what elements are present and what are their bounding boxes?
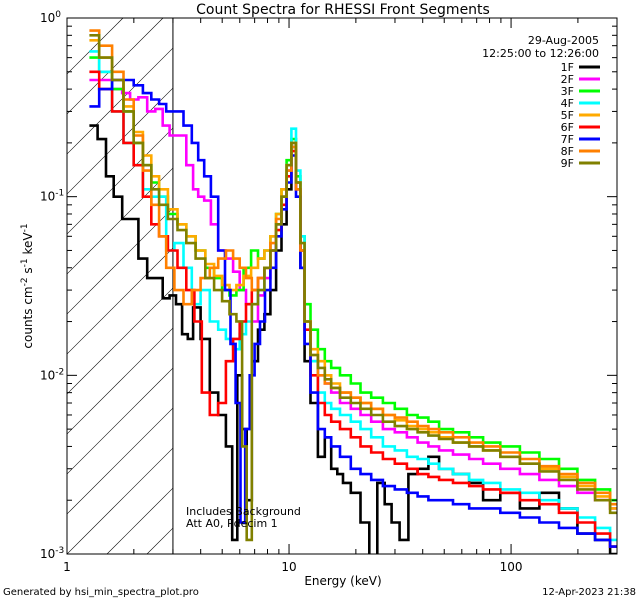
- annotation-attenuator: Att A0, Pdecim 1: [186, 517, 278, 530]
- hatch-line: [67, 87, 173, 195]
- plot-frame: [66, 17, 618, 555]
- hatch-line: [347, 18, 640, 554]
- x-tick-label: 100: [500, 560, 523, 574]
- legend-label-5F: 5F: [561, 109, 574, 122]
- hatch-line: [67, 247, 173, 355]
- ylabel-exp-1: -2: [20, 277, 30, 286]
- legend-label-8F: 8F: [561, 145, 574, 158]
- hatch-line: [587, 18, 640, 554]
- legend-label-9F: 9F: [561, 157, 574, 170]
- legend-label-2F: 2F: [561, 73, 574, 86]
- legend-time-range: 12:25:00 to 12:26:00: [482, 47, 599, 60]
- ylabel-mid: s: [21, 267, 35, 277]
- hatch-line: [67, 47, 173, 155]
- legend-label-3F: 3F: [561, 85, 574, 98]
- x-tick-label: 1: [63, 560, 71, 574]
- footer-generator: Generated by hsi_min_spectra_plot.pro: [3, 587, 199, 598]
- x-tick-label: 10: [281, 560, 296, 574]
- legend-label-1F: 1F: [561, 61, 574, 74]
- y-axis-label: counts cm-2 s-1 keV-1: [20, 223, 35, 348]
- attenuator-hatch-region: [67, 18, 640, 554]
- series-lines: [89, 29, 617, 554]
- series-line-7F: [89, 78, 617, 548]
- y-tick-label: 10-3: [40, 546, 64, 561]
- y-axis-ticks: 100 10-1 10-2 10-3: [40, 10, 617, 561]
- chart-title: Count Spectra for RHESSI Front Segments: [196, 2, 490, 18]
- legend-label-7F: 7F: [561, 133, 574, 146]
- x-axis-label: Energy (keV): [304, 574, 381, 588]
- series-line-3F: [89, 56, 617, 502]
- ylabel-base: counts cm: [21, 286, 35, 348]
- hatch-line: [67, 18, 124, 75]
- ylabel-exp-3: -1: [20, 223, 30, 232]
- legend-label-4F: 4F: [561, 97, 574, 110]
- hatch-line: [67, 367, 173, 475]
- footer-timestamp: 12-Apr-2023 21:38: [542, 587, 636, 598]
- hatch-line: [67, 447, 173, 554]
- legend-label-6F: 6F: [561, 121, 574, 134]
- hatch-line: [67, 207, 173, 315]
- ylabel-exp-2: -1: [20, 258, 30, 267]
- y-tick-label: 10-1: [40, 189, 64, 204]
- series-line-8F: [89, 29, 617, 506]
- y-tick-label: 100: [40, 10, 61, 25]
- hatch-line: [307, 18, 640, 554]
- ylabel-mid2: keV: [21, 232, 35, 259]
- hatch-line: [67, 18, 164, 115]
- y-tick-label: 10-2: [40, 367, 64, 382]
- legend-date: 29-Aug-2005: [528, 34, 599, 47]
- annotation-background: Includes Background: [186, 505, 301, 518]
- hatch-line: [67, 407, 173, 515]
- series-line-9F: [89, 34, 617, 542]
- hatch-line: [467, 18, 640, 554]
